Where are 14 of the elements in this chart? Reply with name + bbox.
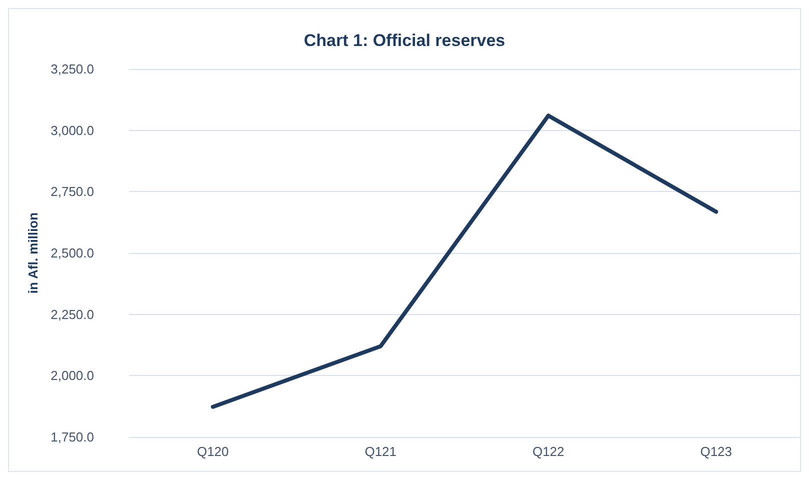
y-tick-label: 1,750.0 [50,430,94,444]
chart-title: Chart 1: Official reserves [304,31,506,50]
y-tick-label: 2,000.0 [50,368,94,384]
x-tick-label: Q120 [196,444,229,459]
x-tick-label: Q123 [700,444,732,459]
y-tick-label: 2,750.0 [50,184,94,200]
y-axis-title: in Afl. million [26,212,41,294]
x-tick-label: Q122 [532,444,564,459]
y-tick-label: 3,250.0 [50,62,94,76]
x-tick-label: Q121 [364,444,397,459]
y-tick-label: 2,500.0 [50,246,94,260]
line-series [210,114,718,409]
y-tick-label: 2,250.0 [50,306,94,322]
y-tick-label: 3,000.0 [50,122,94,138]
